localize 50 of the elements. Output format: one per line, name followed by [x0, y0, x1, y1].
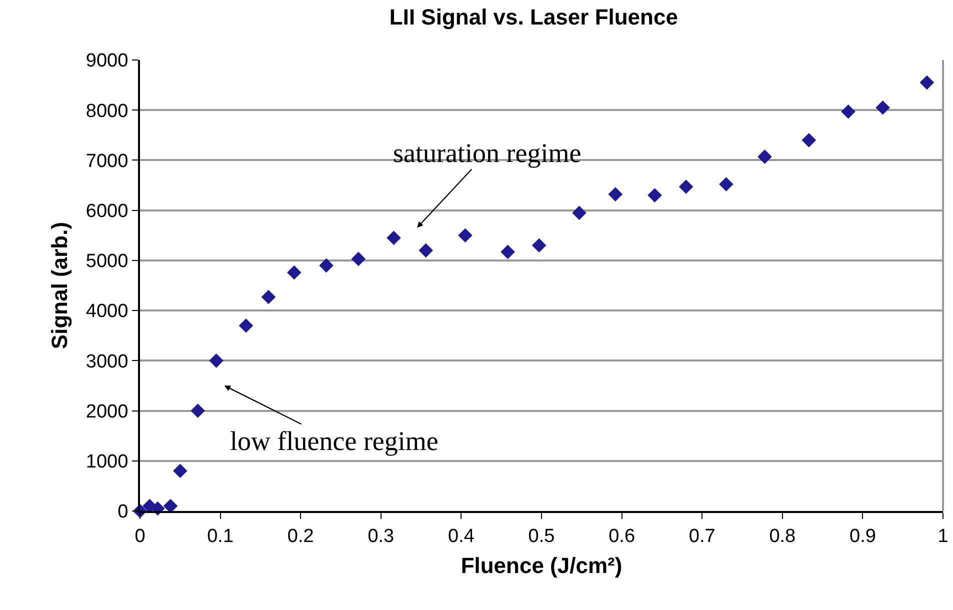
annotation: saturation regime — [393, 138, 582, 168]
x-tick-label: 1 — [938, 526, 948, 547]
x-tick-label: 0.9 — [849, 526, 876, 547]
point — [648, 188, 662, 202]
point — [876, 100, 890, 115]
x-tick-label: 0.5 — [528, 526, 555, 547]
point — [458, 228, 472, 243]
x-tick-label: 0.1 — [207, 526, 234, 547]
point — [532, 238, 546, 253]
point — [572, 206, 586, 220]
point — [386, 230, 401, 246]
point — [608, 187, 623, 202]
y-tick-label: 8000 — [86, 100, 128, 122]
point — [719, 177, 734, 192]
y-tick-label: 7000 — [86, 150, 128, 172]
point — [920, 75, 934, 90]
x-tick-label: 0.8 — [769, 526, 796, 547]
y-tick-label: 9000 — [86, 50, 128, 72]
y-tick-label: 3000 — [86, 351, 128, 372]
point — [758, 150, 772, 164]
x-tick-label: 0.7 — [688, 526, 716, 547]
y-tick-label: 0 — [118, 502, 128, 523]
point — [261, 290, 276, 304]
point — [802, 133, 816, 148]
point — [287, 265, 302, 280]
point — [238, 318, 254, 333]
y-axis-title: Signal (arb.) — [47, 222, 72, 350]
x-tick-label: 0.3 — [368, 526, 394, 547]
point — [209, 354, 224, 368]
point — [190, 404, 205, 418]
point — [678, 180, 694, 194]
x-tick-label: 0.4 — [448, 526, 475, 547]
point — [173, 464, 188, 478]
y-tick-label: 2000 — [86, 401, 128, 422]
point — [841, 104, 856, 119]
x-axis-title: Fluence (J/cm²) — [460, 553, 622, 578]
annotation: low fluence regime — [230, 426, 438, 456]
point — [500, 244, 515, 260]
point — [351, 252, 366, 266]
x-tick-label: 0.6 — [608, 526, 636, 547]
point — [418, 243, 434, 258]
x-tick-label: 0.2 — [287, 526, 314, 547]
point — [163, 498, 178, 514]
y-tick-label: 5000 — [86, 251, 128, 272]
y-tick-label: 6000 — [86, 200, 128, 222]
chart-title: LII Signal vs. Laser Fluence — [389, 4, 678, 30]
y-tick-label: 1000 — [86, 452, 128, 473]
point — [319, 258, 334, 273]
x-tick-label: 0 — [134, 526, 146, 547]
y-tick-label: 4000 — [86, 301, 128, 322]
